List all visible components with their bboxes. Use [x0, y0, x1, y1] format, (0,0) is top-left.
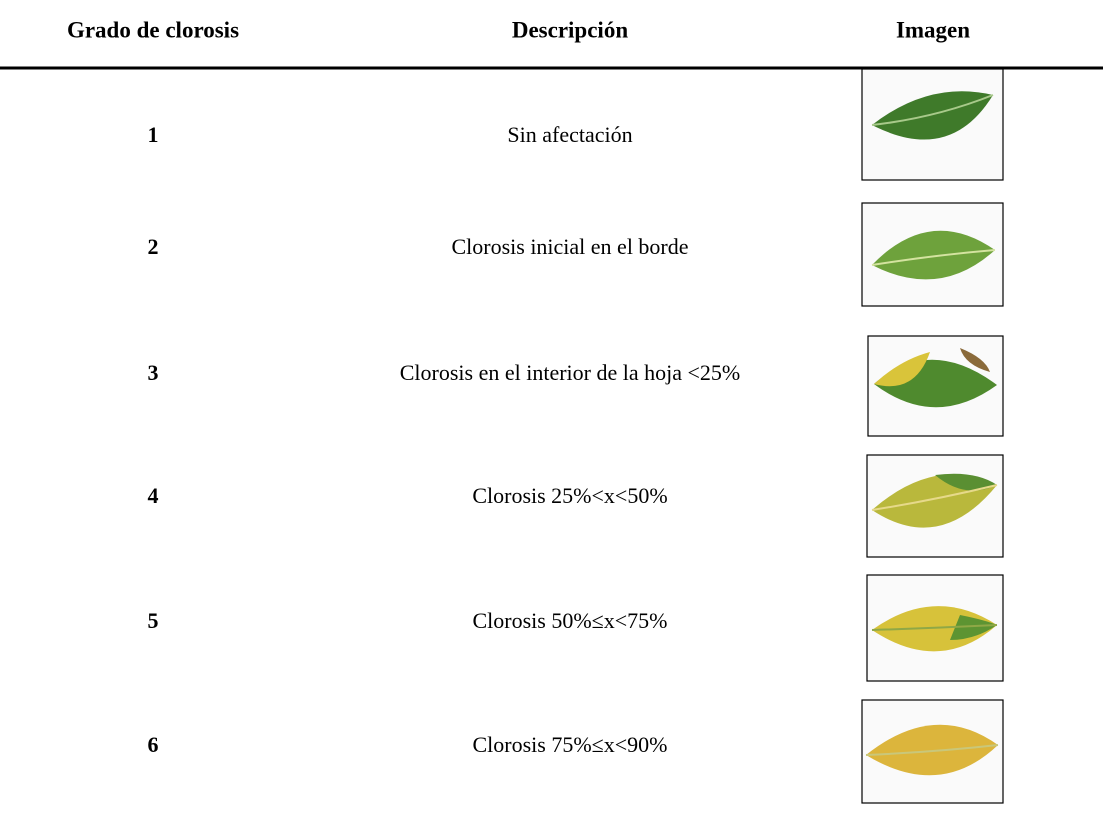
leaf-image [861, 699, 1004, 804]
description-cell: Clorosis 75%≤x<90% [473, 732, 668, 757]
description-cell: Clorosis 50%≤x<75% [473, 608, 668, 633]
grade-cell: 1 [148, 122, 159, 147]
description-cell: Sin afectación [507, 122, 632, 147]
grade-cell: 3 [148, 360, 159, 385]
description-cell: Clorosis en el interior de la hoja <25% [400, 360, 741, 385]
grade-cell: 5 [148, 608, 159, 633]
leaf-image [866, 574, 1004, 682]
header-cell: Imagen [896, 17, 970, 42]
description-cell: Clorosis 25%<x<50% [472, 483, 667, 508]
grade-cell: 6 [148, 732, 159, 757]
leaf-image [861, 202, 1004, 307]
description-cell: Clorosis inicial en el borde [451, 234, 688, 259]
grade-cell: 2 [148, 234, 159, 259]
leaf-image [866, 454, 1004, 558]
header-cell: Descripción [512, 17, 628, 42]
header-cell: Grado de clorosis [67, 17, 239, 42]
grade-cell: 4 [148, 483, 159, 508]
leaf-image [867, 335, 1004, 437]
leaf-image [861, 68, 1004, 181]
